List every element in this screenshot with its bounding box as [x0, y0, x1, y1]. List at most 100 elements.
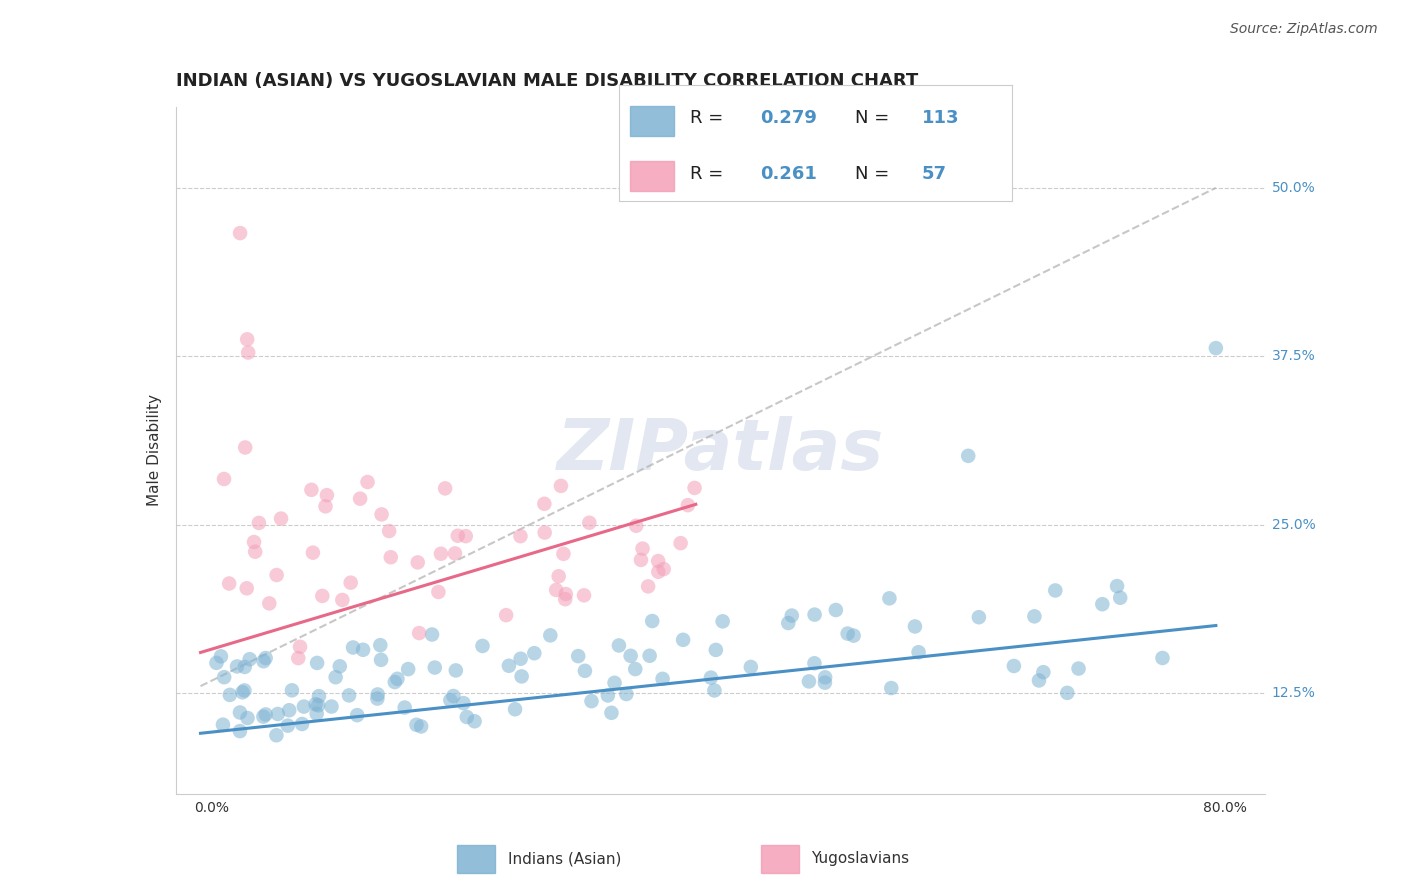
Point [278, 703, 301, 717]
Point [235, 582, 257, 596]
Point [281, 683, 304, 698]
Point [498, 658, 520, 673]
Point [259, 596, 281, 610]
Point [291, 717, 314, 731]
Point [420, 627, 443, 641]
Point [218, 688, 240, 702]
Point [236, 332, 259, 346]
Point [603, 675, 626, 690]
Point [1045, 583, 1067, 598]
Point [797, 674, 820, 689]
Point [330, 593, 353, 607]
Point [236, 711, 259, 725]
Point [567, 649, 589, 664]
Point [614, 687, 637, 701]
Point [620, 648, 643, 663]
Point [837, 626, 859, 640]
Text: Yugoslavians: Yugoslavians [811, 851, 910, 866]
Point [352, 642, 374, 657]
Point [238, 345, 260, 359]
Point [247, 516, 270, 530]
Text: 113: 113 [922, 110, 959, 128]
Point [523, 646, 546, 660]
Point [316, 488, 339, 502]
Point [243, 535, 266, 549]
Point [315, 500, 337, 514]
Point [624, 518, 647, 533]
Point [1002, 659, 1025, 673]
Bar [457, 845, 495, 873]
Point [1067, 661, 1090, 675]
Point [252, 654, 274, 668]
Point [226, 659, 249, 673]
Point [842, 629, 865, 643]
Point [1152, 651, 1174, 665]
Point [453, 696, 475, 710]
Point [1105, 579, 1128, 593]
Point [1024, 609, 1046, 624]
Point [252, 709, 274, 723]
Point [292, 699, 315, 714]
Point [239, 652, 262, 666]
Point [880, 681, 903, 695]
Point [218, 576, 240, 591]
Point [443, 689, 465, 703]
Point [510, 669, 533, 683]
Text: INDIAN (ASIAN) VS YUGOSLAVIAN MALE DISABILITY CORRELATION CHART: INDIAN (ASIAN) VS YUGOSLAVIAN MALE DISAB… [176, 72, 918, 90]
Point [308, 689, 330, 703]
Point [554, 587, 576, 601]
Point [307, 698, 329, 713]
Point [630, 553, 652, 567]
Point [368, 638, 391, 652]
Point [676, 498, 699, 512]
Point [647, 554, 669, 568]
Point [321, 699, 343, 714]
Point [337, 689, 360, 703]
Point [266, 568, 288, 582]
Point [546, 582, 568, 597]
Point [456, 710, 478, 724]
Point [533, 525, 555, 540]
Point [574, 664, 596, 678]
Point [304, 697, 326, 711]
Point [454, 529, 477, 543]
Text: 0.261: 0.261 [761, 165, 817, 183]
Text: N =: N = [855, 110, 894, 128]
Point [408, 626, 430, 640]
Point [503, 702, 526, 716]
Text: N =: N = [855, 165, 894, 183]
Point [212, 717, 235, 731]
Point [366, 691, 388, 706]
Point [904, 619, 927, 633]
Text: 57: 57 [922, 165, 946, 183]
Point [233, 441, 256, 455]
Point [270, 511, 292, 525]
Point [967, 610, 990, 624]
Point [683, 481, 706, 495]
Point [704, 643, 727, 657]
Point [572, 588, 595, 602]
Point [547, 569, 569, 583]
Point [434, 481, 457, 495]
Point [349, 491, 371, 506]
Point [329, 659, 352, 673]
Point [406, 555, 429, 569]
Point [803, 607, 825, 622]
Point [803, 657, 825, 671]
Point [550, 479, 572, 493]
Point [444, 546, 467, 560]
Point [205, 656, 228, 670]
Point [778, 615, 800, 630]
Point [325, 670, 347, 684]
Point [607, 639, 630, 653]
Point [387, 672, 409, 686]
Point [1091, 597, 1114, 611]
Point [509, 529, 531, 543]
Point [405, 718, 427, 732]
Point [245, 544, 267, 558]
Point [299, 483, 322, 497]
Point [447, 529, 470, 543]
Point [1056, 686, 1078, 700]
Point [1032, 665, 1054, 680]
Point [302, 546, 325, 560]
